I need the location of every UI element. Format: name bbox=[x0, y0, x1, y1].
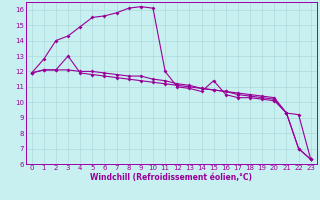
X-axis label: Windchill (Refroidissement éolien,°C): Windchill (Refroidissement éolien,°C) bbox=[90, 173, 252, 182]
